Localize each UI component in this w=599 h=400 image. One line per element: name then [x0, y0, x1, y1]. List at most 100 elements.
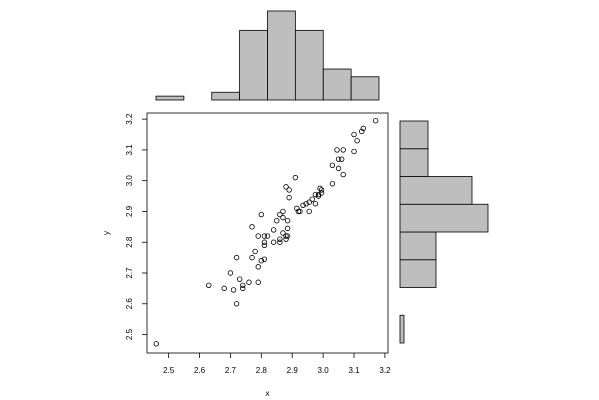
point [252, 248, 258, 255]
x-tick-label: 2.6 [194, 366, 206, 375]
point [312, 191, 319, 198]
point [261, 242, 268, 249]
point [372, 117, 379, 124]
point [277, 211, 283, 218]
point [258, 211, 265, 218]
point [351, 148, 357, 155]
point [264, 233, 271, 239]
point [286, 194, 292, 201]
point [292, 174, 299, 181]
y-tick-label: 2.9 [125, 205, 134, 217]
histogram-bar [294, 29, 324, 101]
x-tick-label: 3.0 [318, 366, 330, 375]
histogram-bar [399, 120, 429, 150]
histogram-bar [399, 176, 473, 205]
point [295, 208, 302, 215]
point [329, 162, 336, 169]
point [306, 208, 312, 215]
histogram-bar [399, 148, 429, 177]
histogram-bar [267, 10, 296, 101]
point [280, 214, 286, 221]
point [315, 193, 322, 199]
point [315, 191, 322, 198]
point [360, 125, 366, 132]
point [270, 227, 277, 233]
point [249, 224, 255, 230]
histogram-bar [399, 314, 405, 344]
y-tick-label: 2.5 [125, 328, 134, 340]
point [294, 205, 300, 212]
point [340, 171, 346, 178]
point [334, 147, 340, 153]
point [300, 202, 306, 209]
point [227, 270, 234, 276]
point [297, 208, 303, 215]
point [306, 199, 312, 205]
point [258, 257, 265, 264]
point [283, 184, 289, 190]
y-axis-label: y [102, 231, 111, 235]
point [318, 187, 325, 193]
point [240, 285, 246, 292]
point [255, 264, 261, 270]
point [283, 236, 289, 242]
point [309, 196, 316, 202]
point [277, 236, 283, 242]
histogram-bar [399, 259, 437, 288]
point [359, 128, 365, 135]
point [340, 147, 346, 153]
point [354, 137, 360, 144]
y-tick-label: 2.7 [125, 267, 134, 279]
histogram-bar [322, 68, 352, 101]
point [230, 287, 237, 293]
point [261, 256, 268, 262]
point [303, 201, 309, 207]
point [255, 279, 261, 285]
point [153, 341, 159, 347]
point [283, 233, 289, 239]
point [351, 131, 357, 138]
point [329, 181, 336, 187]
point [233, 301, 240, 307]
x-tick-label: 2.9 [287, 366, 299, 375]
histogram-bar [350, 76, 380, 101]
histogram-bar [155, 95, 185, 101]
point [280, 208, 286, 215]
point [261, 233, 268, 239]
point [236, 276, 243, 282]
point [335, 156, 342, 162]
point [246, 279, 252, 285]
point [338, 156, 345, 162]
point [270, 239, 277, 245]
histogram-bar [211, 91, 241, 101]
point [277, 239, 283, 245]
histogram-bar [399, 231, 437, 261]
point [249, 254, 255, 261]
y-tick-label: 3.2 [125, 113, 134, 125]
point [206, 282, 212, 289]
x-tick-label: 2.7 [225, 366, 237, 375]
point [261, 239, 268, 245]
point [274, 217, 280, 224]
y-tick-label: 2.6 [125, 298, 134, 310]
point [221, 285, 227, 292]
point [284, 225, 291, 232]
point [286, 187, 292, 193]
plot-frame [146, 112, 389, 354]
point [255, 233, 261, 239]
point [240, 282, 246, 289]
point [284, 233, 291, 239]
x-tick-label: 2.5 [163, 366, 175, 375]
point [233, 254, 240, 261]
y-tick-label: 2.8 [125, 236, 134, 248]
x-axis-label: x [266, 389, 270, 398]
point [284, 217, 291, 224]
histogram-bar [239, 29, 268, 101]
x-tick-label: 3.1 [348, 366, 360, 375]
x-tick-label: 3.2 [379, 366, 391, 375]
point [318, 190, 325, 196]
point [335, 165, 342, 172]
point [280, 230, 286, 236]
y-tick-label: 3.0 [125, 175, 134, 187]
y-tick-label: 3.1 [125, 144, 134, 156]
